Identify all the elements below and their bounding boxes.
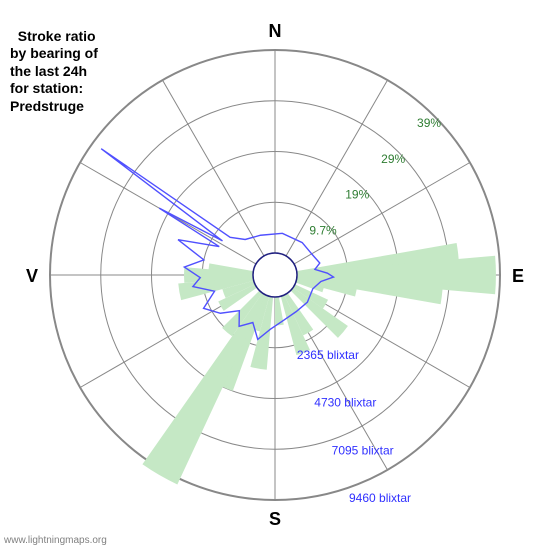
svg-text:V: V: [26, 266, 38, 286]
footer-credit: www.lightningmaps.org: [4, 535, 107, 546]
svg-text:2365 blixtar: 2365 blixtar: [297, 348, 359, 362]
svg-text:7095 blixtar: 7095 blixtar: [332, 443, 394, 457]
svg-text:39%: 39%: [417, 116, 441, 130]
svg-text:29%: 29%: [381, 152, 405, 166]
svg-text:S: S: [269, 509, 281, 529]
svg-text:N: N: [269, 21, 282, 41]
svg-text:4730 blixtar: 4730 blixtar: [314, 396, 376, 410]
polar-chart: N S E V 9.7% 19% 29% 39% 2365 blixtar 4730 blixta…: [0, 0, 550, 550]
svg-text:E: E: [512, 266, 524, 286]
svg-text:19%: 19%: [345, 188, 369, 202]
svg-text:9460 blixtar: 9460 blixtar: [349, 491, 411, 505]
svg-text:9.7%: 9.7%: [309, 224, 337, 238]
